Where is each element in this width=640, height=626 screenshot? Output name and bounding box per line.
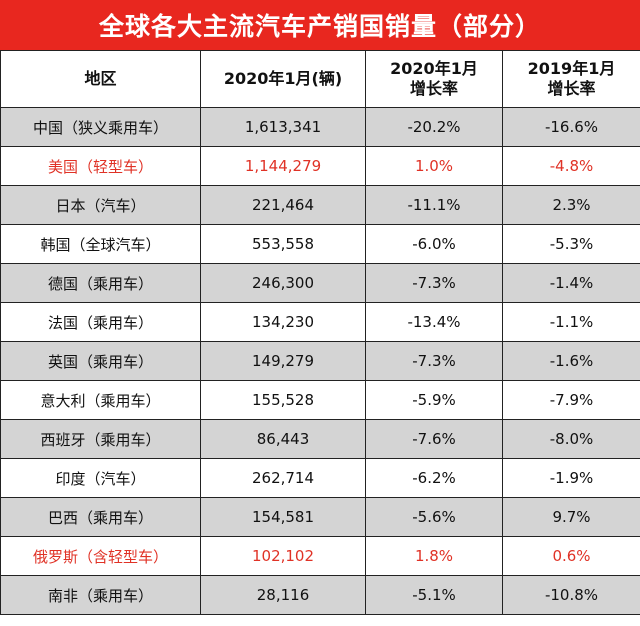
cell-sales: 155,528	[200, 380, 366, 420]
cell-sales: 86,443	[200, 419, 366, 459]
header-growth-2020-line1: 2020年1月	[390, 59, 478, 78]
cell-region: 西班牙（乘用车）	[0, 419, 201, 459]
cell-region: 南非（乘用车）	[0, 575, 201, 615]
cell-growth-2020: 1.8%	[365, 536, 503, 576]
header-growth-2020: 2020年1月 增长率	[365, 50, 503, 108]
table-row: 日本（汽车） 221,464 -11.1% 2.3%	[0, 185, 640, 225]
cell-growth-2020: -13.4%	[365, 302, 503, 342]
cell-region: 英国（乘用车）	[0, 341, 201, 381]
cell-region: 美国（轻型车）	[0, 146, 201, 186]
cell-growth-2019: -1.1%	[502, 302, 640, 342]
table-row: 中国（狭义乘用车） 1,613,341 -20.2% -16.6%	[0, 107, 640, 147]
cell-sales: 262,714	[200, 458, 366, 498]
cell-growth-2019: -1.4%	[502, 263, 640, 303]
cell-growth-2019: 9.7%	[502, 497, 640, 537]
table-row: 英国（乘用车） 149,279 -7.3% -1.6%	[0, 341, 640, 381]
cell-growth-2020: -6.2%	[365, 458, 503, 498]
cell-growth-2019: -1.6%	[502, 341, 640, 381]
cell-region: 韩国（全球汽车）	[0, 224, 201, 264]
table-row: 西班牙（乘用车） 86,443 -7.6% -8.0%	[0, 419, 640, 459]
cell-sales: 134,230	[200, 302, 366, 342]
header-row: 地区 2020年1月(辆) 2020年1月 增长率 2019年1月 增长率	[0, 50, 640, 108]
cell-region: 日本（汽车）	[0, 185, 201, 225]
cell-growth-2019: 0.6%	[502, 536, 640, 576]
cell-region: 印度（汽车）	[0, 458, 201, 498]
table-row: 美国（轻型车） 1,144,279 1.0% -4.8%	[0, 146, 640, 186]
cell-growth-2019: -5.3%	[502, 224, 640, 264]
table-row: 德国（乘用车） 246,300 -7.3% -1.4%	[0, 263, 640, 303]
header-growth-2019-line2: 增长率	[547, 79, 596, 98]
cell-sales: 102,102	[200, 536, 366, 576]
cell-region: 中国（狭义乘用车）	[0, 107, 201, 147]
cell-sales: 553,558	[200, 224, 366, 264]
cell-sales: 149,279	[200, 341, 366, 381]
cell-growth-2020: -6.0%	[365, 224, 503, 264]
table-row: 俄罗斯（含轻型车） 102,102 1.8% 0.6%	[0, 536, 640, 576]
cell-growth-2019: -4.8%	[502, 146, 640, 186]
header-growth-2019-line1: 2019年1月	[527, 59, 616, 78]
cell-growth-2020: -7.3%	[365, 263, 503, 303]
cell-growth-2020: -7.6%	[365, 419, 503, 459]
header-sales: 2020年1月(辆)	[200, 50, 366, 108]
header-growth-2020-line2: 增长率	[409, 79, 458, 98]
table-row: 韩国（全球汽车） 553,558 -6.0% -5.3%	[0, 224, 640, 264]
cell-region: 法国（乘用车）	[0, 302, 201, 342]
table-row: 巴西（乘用车） 154,581 -5.6% 9.7%	[0, 497, 640, 537]
cell-growth-2019: -1.9%	[502, 458, 640, 498]
table-row: 印度（汽车） 262,714 -6.2% -1.9%	[0, 458, 640, 498]
cell-sales: 1,613,341	[200, 107, 366, 147]
cell-growth-2019: -10.8%	[502, 575, 640, 615]
cell-growth-2020: -5.6%	[365, 497, 503, 537]
cell-region: 俄罗斯（含轻型车）	[0, 536, 201, 576]
cell-growth-2020: -5.9%	[365, 380, 503, 420]
cell-sales: 246,300	[200, 263, 366, 303]
table-title: 全球各大主流汽车产销国销量（部分）	[0, 0, 640, 50]
table-body: 中国（狭义乘用车） 1,613,341 -20.2% -16.6% 美国（轻型车） 1,1…	[0, 107, 640, 615]
cell-growth-2019: -8.0%	[502, 419, 640, 459]
header-growth-2019: 2019年1月 增长率	[502, 50, 640, 108]
cell-growth-2020: -11.1%	[365, 185, 503, 225]
header-region: 地区	[0, 50, 201, 108]
cell-region: 德国（乘用车）	[0, 263, 201, 303]
cell-growth-2020: -7.3%	[365, 341, 503, 381]
cell-growth-2020: -20.2%	[365, 107, 503, 147]
cell-sales: 28,116	[200, 575, 366, 615]
sales-table: 地区 2020年1月(辆) 2020年1月 增长率 2019年1月 增长率 中国…	[0, 50, 640, 615]
cell-growth-2019: -16.6%	[502, 107, 640, 147]
cell-region: 巴西（乘用车）	[0, 497, 201, 537]
table-row: 南非（乘用车） 28,116 -5.1% -10.8%	[0, 575, 640, 615]
table-row: 法国（乘用车） 134,230 -13.4% -1.1%	[0, 302, 640, 342]
cell-sales: 1,144,279	[200, 146, 366, 186]
cell-region: 意大利（乘用车）	[0, 380, 201, 420]
cell-growth-2019: 2.3%	[502, 185, 640, 225]
cell-growth-2020: -5.1%	[365, 575, 503, 615]
cell-sales: 154,581	[200, 497, 366, 537]
cell-growth-2019: -7.9%	[502, 380, 640, 420]
cell-sales: 221,464	[200, 185, 366, 225]
cell-growth-2020: 1.0%	[365, 146, 503, 186]
table-row: 意大利（乘用车） 155,528 -5.9% -7.9%	[0, 380, 640, 420]
